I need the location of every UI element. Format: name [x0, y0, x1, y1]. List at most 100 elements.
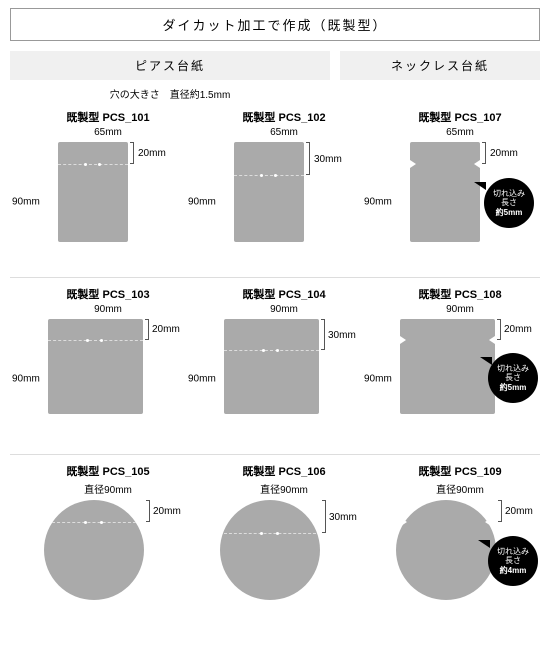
card-pcs-105: 既製型 PCS_105 直径90mm 20mm	[10, 463, 186, 623]
card-width: 直径90mm	[186, 481, 362, 496]
bracket-icon	[498, 500, 502, 522]
card-width: 65mm	[362, 127, 538, 138]
bracket-icon	[146, 500, 150, 522]
rect-shape	[410, 142, 480, 242]
rect-shape	[48, 319, 143, 414]
bracket-icon	[321, 319, 325, 350]
top-offset-label: 20mm	[153, 506, 181, 517]
bracket-icon	[497, 319, 501, 340]
balloon-cut-value: 約5mm	[500, 383, 527, 393]
card-width: 90mm	[362, 304, 538, 315]
hole-icon	[100, 339, 103, 342]
hole-line	[224, 350, 319, 351]
cut-balloon: 切れ込み 長さ 約5mm	[484, 178, 534, 228]
hole-line	[48, 340, 143, 341]
circle-shape	[220, 500, 320, 600]
cut-balloon: 切れ込み 長さ 約5mm	[488, 353, 538, 403]
page: ダイカット加工で作成（既製型） ピアス台紙 ネックレス台紙 穴の大きさ 直径約1…	[0, 0, 550, 647]
balloon-tail-icon	[478, 540, 490, 548]
height-label: 90mm	[12, 374, 40, 385]
card-name: 既製型 PCS_107	[362, 109, 538, 125]
bracket-icon	[482, 142, 486, 164]
balloon-line2: 長さ	[505, 373, 521, 383]
height-label: 90mm	[12, 197, 40, 208]
bracket-icon	[130, 142, 134, 164]
shape-wrap: 30mm	[186, 500, 362, 620]
balloon-cut-value: 約5mm	[496, 208, 523, 218]
category-necklace: ネックレス台紙	[340, 51, 540, 80]
circle-shape	[44, 500, 144, 600]
top-offset-label: 20mm	[490, 148, 518, 159]
hole-icon	[276, 349, 279, 352]
top-offset-label: 30mm	[314, 154, 342, 165]
card-pcs-102: 既製型 PCS_102 65mm 90mm 30mm	[186, 109, 362, 269]
hole-line	[234, 175, 304, 176]
hole-icon	[84, 163, 87, 166]
bracket-icon	[145, 319, 149, 340]
row-1: 既製型 PCS_101 65mm 90mm 20mm 既製型 PCS_102 6…	[10, 109, 540, 278]
rect-shape	[234, 142, 304, 242]
notch-icon	[489, 336, 495, 344]
balloon-cut-value: 約4mm	[500, 566, 527, 576]
card-pcs-107: 既製型 PCS_107 65mm 90mm 20mm 切れ込み 長さ 約5mm	[362, 109, 538, 269]
balloon-line1: 切れ込み	[497, 547, 529, 557]
card-width: 65mm	[186, 127, 362, 138]
hole-line	[52, 522, 136, 523]
card-pcs-103: 既製型 PCS_103 90mm 90mm 20mm	[10, 286, 186, 446]
balloon-line2: 長さ	[505, 556, 521, 566]
height-label: 90mm	[188, 374, 216, 385]
row-2: 既製型 PCS_103 90mm 90mm 20mm 既製型 PCS_104 9…	[10, 286, 540, 455]
balloon-line2: 長さ	[501, 198, 517, 208]
shape-wrap: 90mm 30mm	[186, 142, 362, 262]
circle-shape	[396, 500, 496, 600]
hole-line	[224, 533, 316, 534]
hole-icon	[276, 532, 279, 535]
balloon-line1: 切れ込み	[493, 189, 525, 199]
shape-wrap: 90mm 20mm 切れ込み 長さ 約5mm	[362, 319, 538, 439]
category-header: ピアス台紙 ネックレス台紙	[10, 51, 540, 80]
cut-balloon: 切れ込み 長さ 約4mm	[488, 536, 538, 586]
rect-shape	[58, 142, 128, 242]
card-width: 直径90mm	[362, 481, 538, 496]
notch-icon	[400, 336, 406, 344]
card-name: 既製型 PCS_106	[186, 463, 362, 479]
card-name: 既製型 PCS_108	[362, 286, 538, 302]
card-pcs-108: 既製型 PCS_108 90mm 90mm 20mm 切れ込み 長さ 約5mm	[362, 286, 538, 446]
hole-icon	[98, 163, 101, 166]
card-name: 既製型 PCS_104	[186, 286, 362, 302]
balloon-tail-icon	[480, 357, 492, 365]
notch-icon	[485, 518, 491, 526]
card-width: 90mm	[186, 304, 362, 315]
hole-icon	[260, 532, 263, 535]
hole-icon	[274, 174, 277, 177]
height-label: 90mm	[188, 197, 216, 208]
main-title: ダイカット加工で作成（既製型）	[10, 8, 540, 41]
top-offset-label: 30mm	[329, 512, 357, 523]
hole-icon	[100, 521, 103, 524]
row-3: 既製型 PCS_105 直径90mm 20mm 既製型 PCS_106 直径90…	[10, 463, 540, 631]
hole-icon	[260, 174, 263, 177]
top-offset-label: 30mm	[328, 330, 356, 341]
card-width: 90mm	[10, 304, 186, 315]
top-offset-label: 20mm	[152, 324, 180, 335]
shape-wrap: 90mm 20mm	[10, 319, 186, 439]
card-name: 既製型 PCS_102	[186, 109, 362, 125]
card-name: 既製型 PCS_109	[362, 463, 538, 479]
hole-icon	[84, 521, 87, 524]
shape-wrap: 20mm 切れ込み 長さ 約4mm	[362, 500, 538, 620]
hole-icon	[262, 349, 265, 352]
balloon-line1: 切れ込み	[497, 364, 529, 374]
card-name: 既製型 PCS_101	[10, 109, 186, 125]
shape-wrap: 20mm	[10, 500, 186, 620]
card-pcs-101: 既製型 PCS_101 65mm 90mm 20mm	[10, 109, 186, 269]
card-pcs-104: 既製型 PCS_104 90mm 90mm 30mm	[186, 286, 362, 446]
top-offset-label: 20mm	[505, 506, 533, 517]
shape-wrap: 90mm 30mm	[186, 319, 362, 439]
card-name: 既製型 PCS_103	[10, 286, 186, 302]
hole-line	[58, 164, 128, 165]
category-pierce: ピアス台紙	[10, 51, 330, 80]
card-pcs-109: 既製型 PCS_109 直径90mm 20mm 切れ込み 長さ 約4mm	[362, 463, 538, 623]
notch-icon	[474, 160, 480, 168]
rect-shape	[224, 319, 319, 414]
hole-size-note: 穴の大きさ 直径約1.5mm	[10, 86, 330, 101]
